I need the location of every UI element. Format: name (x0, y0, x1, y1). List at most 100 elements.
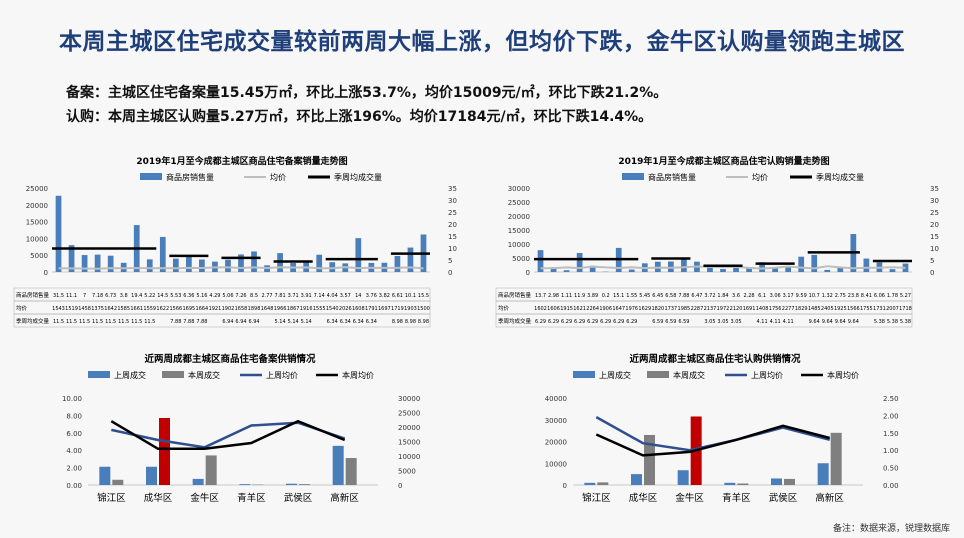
table-cell: 6.29 (587, 319, 598, 325)
y-tick-label: 30000 (545, 417, 567, 425)
table-cell: 1485 (808, 306, 821, 312)
table-cell: 2277 (782, 306, 795, 312)
y2-tick-label: 30000 (398, 395, 420, 403)
table-cell: 1829 (795, 306, 808, 312)
y2-tick-label: 25 (930, 209, 939, 217)
y-tick-label: 40000 (545, 395, 567, 403)
table-cell: 31.5 (53, 293, 64, 299)
table-cell: 1408 (756, 306, 769, 312)
sales-bar (329, 262, 336, 272)
table-cell: 8.98 (418, 319, 429, 325)
table-cell: 9.64 (835, 319, 846, 325)
y2-tick-label: 20000 (398, 424, 420, 432)
page-title: 本周主城区住宅成交量较前两周大幅上涨，但均价下跌，金牛区认购量领跑主城区 (59, 29, 905, 55)
table-cell: 1916 (300, 306, 313, 312)
last-week-bar (584, 482, 596, 485)
table-cell: 1719 (391, 306, 404, 312)
y-tick-label: 15000 (508, 227, 530, 235)
y-tick-label: 10.00 (62, 395, 82, 403)
y2-tick-label: 35 (448, 185, 457, 193)
sales-bar (589, 265, 596, 272)
last-week-bar (817, 463, 829, 485)
table-cell: 5.16 (196, 293, 207, 299)
y2-tick-label: 15 (930, 233, 939, 241)
legend-label: 均价 (752, 172, 768, 182)
this-week-price-line (595, 424, 831, 457)
legend-swatch-last-week (573, 371, 595, 378)
table-cell: 2264 (586, 306, 599, 312)
last-week-bar (239, 484, 251, 485)
last-week-bar (146, 466, 157, 485)
x-tick-label: 金牛区 (190, 492, 219, 504)
table-cell: 8.41 (861, 293, 872, 299)
table-cell: 1756 (769, 306, 782, 312)
table-cell: 3.76 (366, 293, 377, 299)
table-cell: 6.29 (574, 319, 585, 325)
y-tick-label: 20000 (545, 439, 567, 447)
sales-bar (628, 269, 635, 272)
table-cell: 15.1 (613, 293, 624, 299)
table-cell: 4.11 (770, 319, 781, 325)
last-week-bar (631, 474, 642, 485)
sales-bar (537, 250, 544, 272)
table-cell: 14.5 (157, 293, 168, 299)
table-cell: 1.78 (887, 293, 898, 299)
sales-bar (172, 258, 179, 272)
sales-bar (746, 268, 752, 272)
table-cell: 11.5 (79, 319, 90, 325)
table-cell: 1695 (182, 306, 195, 312)
y2-tick-label: 0.50 (883, 465, 899, 473)
table-cell: 6.58 (665, 293, 676, 299)
table-cell: 7.18 (92, 293, 103, 299)
table-cell: 1540 (326, 306, 339, 312)
table-cell: 9.64 (822, 319, 833, 325)
table-cell: 6.34 (340, 319, 351, 325)
legend-label: 上周成交 (114, 370, 146, 380)
legend-label: 本周均价 (827, 370, 859, 380)
table-cell: 1658 (235, 306, 248, 312)
last-week-bar (724, 482, 736, 485)
chart-title: 近两周成都主城区商品住宅认购供销情况 (629, 353, 801, 365)
table-cell: 6.61 (392, 293, 403, 299)
y-tick-label: 30000 (508, 185, 530, 193)
y-tick-label: 15000 (26, 219, 48, 227)
this-week-bar (644, 434, 655, 485)
y2-tick-label: 35 (930, 185, 939, 193)
table-cell: 6.45 (652, 293, 663, 299)
table-cell: 5.14 (301, 319, 312, 325)
chart-title: 近两周成都主城区商品住宅备案供销情况 (144, 353, 316, 365)
chart-title: 2019年1月至今成都主城区商品住宅认购销量走势图 (618, 155, 829, 167)
table-row (13, 313, 431, 328)
x-tick-label: 高新区 (330, 492, 359, 504)
this-week-bar (737, 483, 749, 485)
table-cell: 3.8 (120, 293, 128, 299)
table-cell: 1691 (743, 306, 756, 312)
x-tick-label: 青羊区 (722, 492, 751, 504)
table-cell: 11.9 (574, 293, 585, 299)
table-row-header: 商品房销售量 (16, 291, 50, 299)
sales-bar (316, 254, 323, 272)
sales-bar (81, 255, 88, 272)
y-tick-label: 25000 (26, 185, 48, 193)
table-cell: 5.14 (275, 319, 286, 325)
table-cell: 7.88 (183, 319, 194, 325)
y2-tick-label: 5000 (398, 468, 416, 476)
y2-tick-label: 20 (448, 221, 457, 229)
y2-tick-label: 10 (930, 245, 939, 253)
footnote: 备注：数据来源，锐理数据库 (832, 524, 950, 534)
sales-bar (889, 269, 896, 272)
table-row-header: 季周均成交量 (498, 317, 532, 325)
last-week-bar (332, 445, 344, 485)
sales-bar (68, 245, 75, 272)
table-cell: 7.88 (678, 293, 689, 299)
y2-tick-label: 5 (448, 257, 452, 265)
sales-bar (251, 251, 257, 272)
table-row (495, 313, 913, 328)
legend-label: 本周均价 (342, 370, 374, 380)
table-cell: 1985 (678, 306, 691, 312)
y-tick-label: 0.00 (66, 482, 82, 490)
table-cell: 8.98 (405, 319, 416, 325)
table-cell: 3.17 (783, 293, 794, 299)
table-cell: 3.05 (730, 319, 741, 325)
